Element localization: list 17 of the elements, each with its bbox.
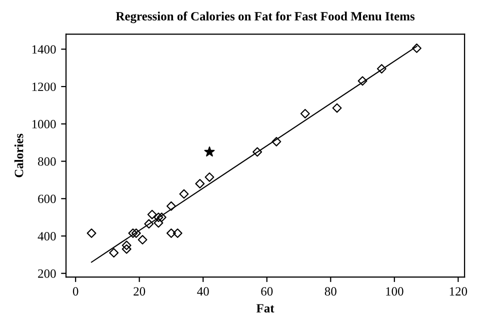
x-tick-label: 60 (261, 287, 273, 296)
x-tick-label: 40 (197, 287, 209, 296)
y-tick-label: 800 (38, 157, 56, 166)
x-tick-label: 100 (386, 287, 404, 296)
chart-title: Regression of Calories on Fat for Fast Food Menu Items (116, 12, 415, 24)
y-axis-title: Calories (14, 134, 24, 178)
x-tick-label: 80 (324, 287, 336, 296)
x-tick-label: 120 (450, 287, 468, 296)
y-tick-label: 400 (38, 232, 56, 240)
y-tick-label: 600 (38, 194, 56, 204)
y-tick-label: 200 (38, 269, 56, 278)
y-tick-label: 1000 (32, 120, 56, 128)
x-axis-title: Fat (256, 304, 274, 313)
y-tick-label: 1400 (32, 45, 56, 54)
x-tick-label: 20 (134, 287, 146, 296)
y-tick-label: 1200 (32, 82, 56, 91)
x-tick-label: 0 (72, 287, 78, 296)
